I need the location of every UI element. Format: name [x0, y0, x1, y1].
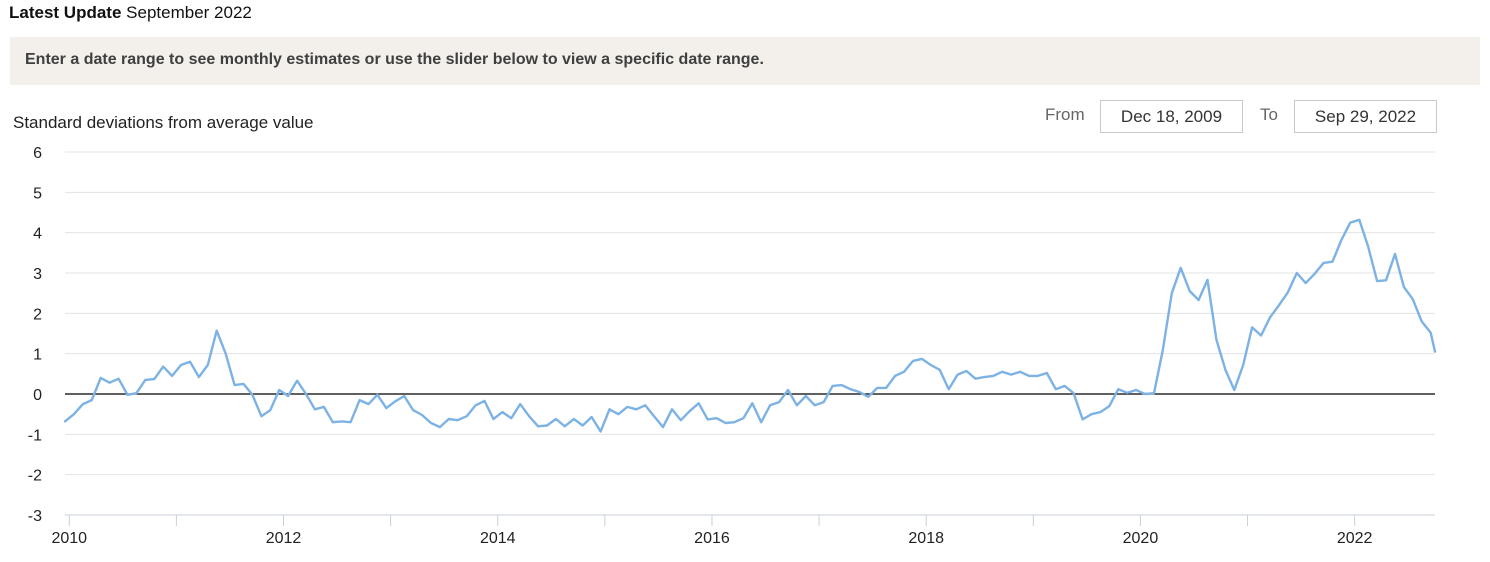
- y-tick-label: 3: [33, 266, 42, 283]
- from-label: From: [1045, 105, 1085, 124]
- y-tick-label: 0: [33, 387, 42, 404]
- series-line: [63, 218, 1437, 433]
- latest-update: Latest Update September 2022: [9, 3, 252, 23]
- x-tick-label: 2016: [694, 530, 730, 547]
- y-tick-label: 4: [33, 226, 42, 243]
- y-tick-label: -1: [28, 427, 42, 444]
- y-axis-ticks: 6 5 4 3 2 1 0 -1 -2 -3: [28, 145, 42, 525]
- series-group: [63, 218, 1437, 433]
- y-tick-label: 6: [33, 145, 42, 162]
- to-date-input[interactable]: Sep 29, 2022: [1294, 100, 1437, 133]
- y-tick-label: 2: [33, 306, 42, 323]
- latest-update-label: Latest Update: [9, 3, 122, 22]
- to-label: To: [1260, 105, 1278, 124]
- x-axis: 2010 2012 2014 2016 2018 2020 2022: [51, 514, 1435, 547]
- x-tick-label: 2022: [1337, 530, 1373, 547]
- y-axis-label: Standard deviations from average value: [13, 113, 314, 132]
- y-tick-label: -2: [28, 468, 42, 485]
- y-tick-label: -3: [28, 508, 42, 525]
- x-tick-label: 2012: [266, 530, 302, 547]
- x-tick-label: 2018: [908, 530, 944, 547]
- latest-update-value: September 2022: [126, 3, 252, 22]
- from-date-input[interactable]: Dec 18, 2009: [1100, 100, 1243, 133]
- instruction-text: Enter a date range to see monthly estima…: [25, 51, 764, 68]
- x-tick-label: 2020: [1123, 530, 1159, 547]
- x-tick-label: 2010: [51, 530, 87, 547]
- x-tick-label: 2014: [480, 530, 516, 547]
- y-tick-label: 1: [33, 347, 42, 364]
- y-tick-label: 5: [33, 185, 42, 202]
- instruction-banner: Enter a date range to see monthly estima…: [10, 37, 1480, 85]
- grid-lines: [65, 151, 1435, 476]
